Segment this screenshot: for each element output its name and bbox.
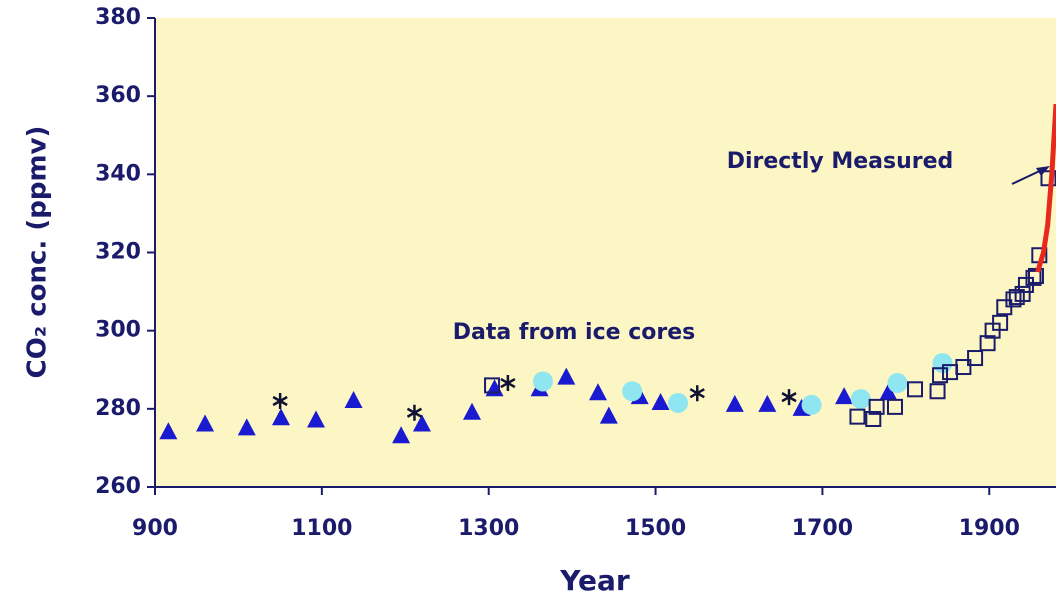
y-tick-label: 300 bbox=[95, 318, 141, 343]
y-tick-label: 340 bbox=[95, 161, 141, 186]
annotation: Data from ice cores bbox=[453, 320, 695, 345]
y-tick-label: 280 bbox=[95, 396, 141, 421]
square-marker bbox=[1014, 285, 1031, 302]
triangle-marker bbox=[196, 414, 215, 432]
circle-marker bbox=[850, 389, 871, 410]
square-marker bbox=[907, 381, 924, 398]
square-marker bbox=[955, 359, 972, 376]
circle-marker bbox=[532, 371, 553, 392]
triangle-marker bbox=[237, 418, 256, 436]
asterisk-marker bbox=[500, 375, 516, 392]
asterisk-marker bbox=[781, 389, 797, 406]
square-marker bbox=[1005, 291, 1022, 308]
circle-marker bbox=[887, 373, 908, 394]
square-marker bbox=[979, 335, 996, 352]
y-tick-label: 360 bbox=[95, 83, 141, 108]
triangle-marker bbox=[392, 426, 411, 444]
square-marker bbox=[929, 383, 946, 400]
triangle-marker bbox=[344, 391, 363, 409]
square-marker bbox=[932, 367, 949, 384]
asterisk-marker bbox=[272, 393, 288, 410]
asterisk-marker bbox=[406, 404, 423, 421]
asterisk-marker bbox=[689, 385, 705, 402]
y-axis-label: CO₂ conc. (ppmv) bbox=[23, 126, 53, 379]
triangle-marker bbox=[758, 394, 777, 412]
square-marker bbox=[886, 398, 903, 415]
arrow-head bbox=[1036, 166, 1050, 176]
circle-marker bbox=[801, 394, 822, 415]
triangle-marker bbox=[651, 392, 670, 410]
triangle-marker bbox=[557, 367, 576, 385]
square-marker bbox=[868, 398, 885, 415]
triangle-marker bbox=[588, 383, 607, 401]
square-marker bbox=[1008, 289, 1025, 306]
x-tick-label: 1700 bbox=[792, 516, 853, 541]
triangle-marker bbox=[599, 406, 618, 424]
square-marker bbox=[1025, 269, 1042, 286]
triangle-marker bbox=[271, 408, 290, 426]
x-tick-label: 1900 bbox=[959, 516, 1020, 541]
x-tick-label: 1300 bbox=[458, 516, 519, 541]
square-marker bbox=[849, 408, 866, 425]
circle-marker bbox=[668, 392, 689, 413]
plot-background bbox=[155, 18, 1056, 487]
annotation: Directly Measured bbox=[727, 149, 954, 174]
y-tick-label: 380 bbox=[95, 5, 141, 30]
x-tick-label: 900 bbox=[132, 516, 178, 541]
square-marker bbox=[967, 350, 984, 367]
triangle-marker bbox=[463, 402, 482, 420]
square-marker bbox=[484, 377, 501, 394]
triangle-marker bbox=[159, 422, 178, 440]
triangle-marker bbox=[835, 387, 854, 405]
measured-line bbox=[1035, 103, 1056, 273]
triangle-marker bbox=[879, 383, 898, 401]
marks bbox=[159, 103, 1056, 444]
y-tick-label: 260 bbox=[95, 474, 141, 499]
x-tick-label: 1100 bbox=[291, 516, 352, 541]
y-tick-label: 320 bbox=[95, 240, 141, 265]
x-axis-label: Year bbox=[559, 564, 630, 597]
triangle-marker bbox=[412, 414, 431, 432]
triangle-marker bbox=[307, 410, 326, 428]
circle-marker bbox=[622, 381, 643, 402]
x-tick-label: 1500 bbox=[625, 516, 686, 541]
square-marker bbox=[865, 410, 882, 427]
square-marker bbox=[992, 314, 1009, 331]
triangle-marker bbox=[725, 394, 744, 412]
